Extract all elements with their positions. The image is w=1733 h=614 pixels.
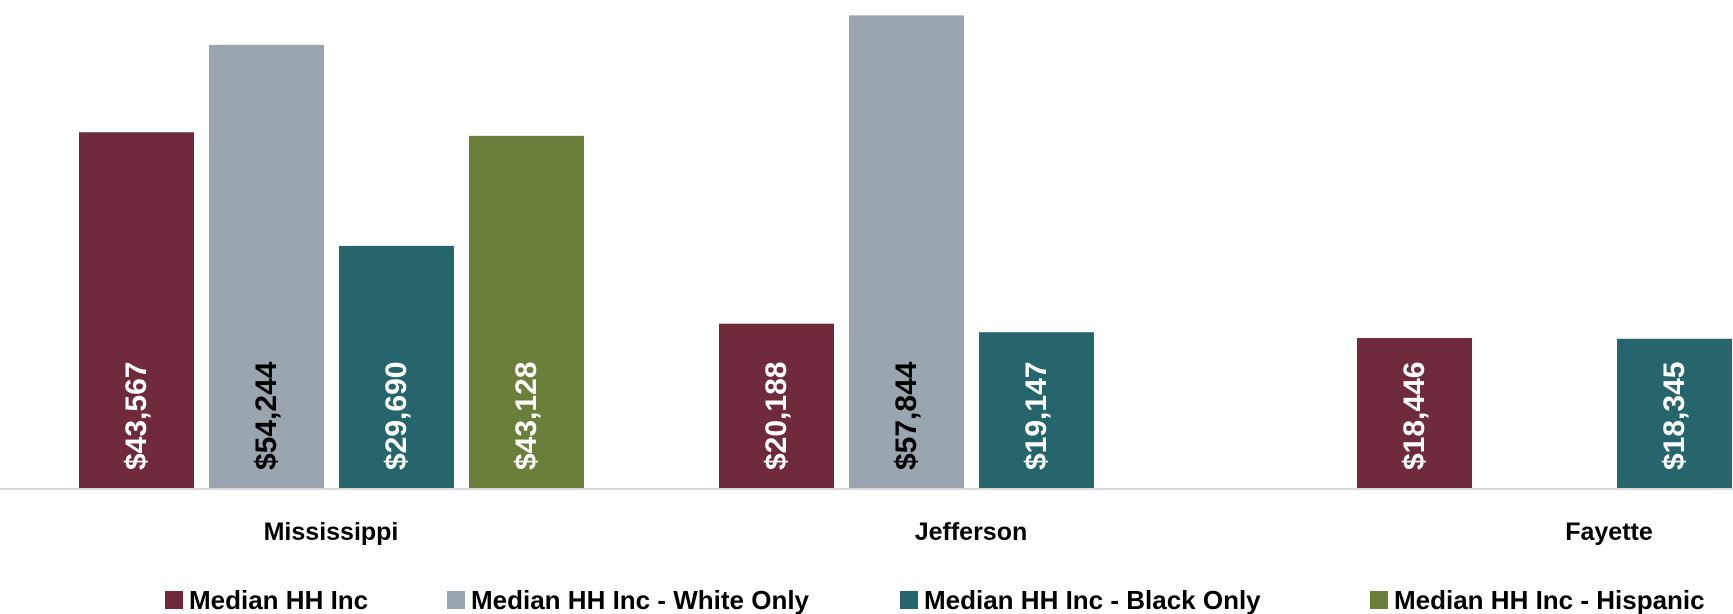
data-label-mississippi-series-3: $29,690 — [380, 362, 413, 470]
legend-item-series-2: Median HH Inc - White Only — [447, 585, 810, 614]
legend-item-series-1: Median HH Inc — [165, 585, 368, 614]
bar-jefferson-series-1 — [719, 323, 834, 489]
data-label-fayette-series-3: $18,345 — [1658, 362, 1691, 470]
bar-jefferson-series-3 — [979, 332, 1094, 489]
data-label-mississippi-series-1: $43,567 — [120, 362, 153, 470]
legend-item-series-4: Median HH Inc - Hispanic — [1370, 585, 1705, 614]
category-labels: Mississippi Jefferson Fayette — [264, 518, 1653, 546]
bar-fayette-series-3 — [1617, 338, 1732, 489]
legend-swatch — [447, 591, 465, 609]
legend-swatch — [900, 591, 918, 609]
data-label-jefferson-series-1: $20,188 — [760, 362, 793, 470]
data-label-jefferson-series-2: $57,844 — [890, 361, 923, 470]
data-label-mississippi-series-2: $54,244 — [250, 361, 283, 470]
category-label-fayette: Fayette — [1565, 518, 1653, 546]
bar-fayette-series-1 — [1357, 337, 1472, 489]
legend-label: Median HH Inc - White Only — [471, 585, 810, 614]
legend-swatch — [165, 591, 183, 609]
bar-mississippi-series-3 — [339, 245, 454, 489]
bars-layer: $43,567 $54,244 $29,690 $43,128 $20,188 $57,8… — [79, 15, 1732, 490]
legend-label: Median HH Inc - Black Only — [924, 585, 1261, 614]
category-label-jefferson: Jefferson — [915, 518, 1028, 546]
data-label-fayette-series-1: $18,446 — [1398, 362, 1431, 470]
legend-label: Median HH Inc - Hispanic — [1394, 585, 1705, 614]
category-label-mississippi: Mississippi — [264, 518, 399, 546]
legend-label: Median HH Inc — [189, 585, 368, 614]
data-label-mississippi-series-4: $43,128 — [510, 362, 543, 470]
data-label-jefferson-series-3: $19,147 — [1020, 362, 1053, 470]
legend-swatch — [1370, 591, 1388, 609]
bar-mississippi-series-4 — [469, 135, 584, 489]
legend-item-series-3: Median HH Inc - Black Only — [900, 585, 1261, 614]
bar-mississippi-series-2 — [209, 44, 324, 490]
bar-mississippi-series-1 — [79, 132, 194, 489]
bar-jefferson-series-2 — [849, 15, 964, 490]
legend: Median HH Inc Median HH Inc - White Only M… — [165, 585, 1705, 614]
